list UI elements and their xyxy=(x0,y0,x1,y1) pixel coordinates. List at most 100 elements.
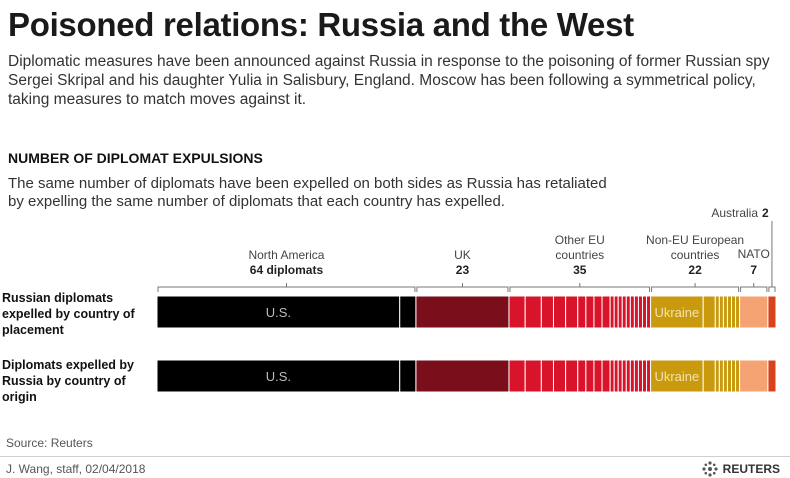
bar-segment-other_eu-0-9 xyxy=(609,295,615,329)
bar-segment-other_eu-1-7 xyxy=(593,359,603,393)
bar-segment-other_eu-1-11 xyxy=(617,359,623,393)
bar-segment-non_eu-0-3 xyxy=(718,295,724,329)
bar-segment-other_eu-0-2 xyxy=(540,295,554,329)
source-note: Source: Reuters xyxy=(6,436,93,450)
bar-segment-other_eu-0-5 xyxy=(577,295,587,329)
bar-segment-other_eu-0-17 xyxy=(641,295,648,329)
bar-segment-non_eu-1-5 xyxy=(726,359,732,393)
bar-segment-nato-0-0 xyxy=(739,295,769,329)
bar-segment-north_america-1-1 xyxy=(399,359,417,393)
footer-divider xyxy=(0,456,790,457)
bar-segment-other_eu-1-2 xyxy=(540,359,554,393)
bar-segment-other_eu-0-1 xyxy=(524,295,542,329)
bar-segment-other_eu-1-15 xyxy=(633,359,639,393)
group-bracket-non_eu xyxy=(651,286,740,292)
segment-label-non_eu-1-0: Ukraine xyxy=(654,369,699,384)
section-description: The same number of diplomats have been e… xyxy=(8,175,607,210)
group-name-uk: UK xyxy=(454,248,471,262)
bar-segment-other_eu-1-6 xyxy=(585,359,595,393)
bar-segment-other_eu-1-12 xyxy=(621,359,627,393)
bar-segment-other_eu-0-0 xyxy=(508,295,526,329)
group-name-line-non_eu-1: countries xyxy=(671,248,720,262)
bar-segment-other_eu-1-13 xyxy=(625,359,631,393)
bar-segment-other_eu-1-10 xyxy=(613,359,619,393)
group-bracket-other_eu xyxy=(509,286,651,292)
bar-segment-other_eu-1-0 xyxy=(508,359,526,393)
reuters-logo: REUTERS xyxy=(701,460,780,478)
group-value-uk: 23 xyxy=(456,263,470,277)
group-name-other_eu: Other EU countries xyxy=(555,233,605,262)
bar-segment-non_eu-1-4 xyxy=(722,359,728,393)
bar-segment-other_eu-0-10 xyxy=(613,295,619,329)
group-value-north_america: 64 diplomats xyxy=(250,263,324,277)
row-label-placement: Russian diplomats expelled by country of… xyxy=(2,291,135,337)
bar-segment-other_eu-0-11 xyxy=(617,295,623,329)
reuters-logo-text: REUTERS xyxy=(722,462,780,476)
bar-segment-non_eu-0-5 xyxy=(726,295,732,329)
bar-segment-uk-0-0 xyxy=(415,295,510,329)
bar-segment-other_eu-0-15 xyxy=(633,295,639,329)
bar-segment-non_eu-1-3 xyxy=(718,359,724,393)
bar-segment-other_eu-1-18 xyxy=(646,359,652,393)
bar-segment-non_eu-1-2 xyxy=(714,359,720,393)
bar-segment-nato-1-0 xyxy=(739,359,769,393)
group-bracket-nato xyxy=(740,286,768,292)
bar-segment-other_eu-1-9 xyxy=(609,359,615,393)
bar-segment-non_eu-1-1 xyxy=(702,359,716,393)
segment-label-north_america-0-0: U.S. xyxy=(266,305,291,320)
bar-segment-other_eu-1-5 xyxy=(577,359,587,393)
row-label-origin: Diplomats expelled by Russia by country … xyxy=(2,358,134,404)
group-name-line-other_eu-0: Other EU xyxy=(555,233,605,247)
bar-segment-other_eu-1-16 xyxy=(637,359,643,393)
bar-segment-australia-0-0 xyxy=(767,295,777,329)
section-title: NUMBER OF DIPLOMAT EXPULSIONS xyxy=(8,150,263,166)
bar-segment-other_eu-0-6 xyxy=(585,295,595,329)
group-bracket-north_america xyxy=(157,286,416,292)
bar-segment-other_eu-0-12 xyxy=(621,295,627,329)
bar-segment-other_eu-0-8 xyxy=(601,295,611,329)
group-name-nato: NATO xyxy=(738,247,770,261)
bar-segment-non_eu-1-6 xyxy=(730,359,737,393)
group-name-line-uk-0: UK xyxy=(454,248,471,262)
page-title: Poisoned relations: Russia and the West xyxy=(8,6,634,43)
bar-segment-other_eu-0-18 xyxy=(646,295,652,329)
bar-segment-non_eu-0-0 xyxy=(650,295,704,329)
bar-segment-north_america-0-0 xyxy=(156,295,401,329)
bar-segment-non_eu-0-7 xyxy=(735,295,741,329)
bar-segment-north_america-1-0 xyxy=(156,359,401,393)
bar-segment-other_eu-0-3 xyxy=(552,295,567,329)
group-value-other_eu: 35 xyxy=(573,263,587,277)
intro-text: Diplomatic measures have been announced … xyxy=(8,53,770,108)
group-name-line-other_eu-1: countries xyxy=(555,248,604,262)
bar-segment-non_eu-0-4 xyxy=(722,295,728,329)
group-bracket-australia xyxy=(768,286,776,292)
group-name-non_eu: Non-EU European countries xyxy=(646,233,744,262)
credit-line: J. Wang, staff, 02/04/2018 xyxy=(6,462,146,476)
bar-segment-other_eu-1-17 xyxy=(641,359,648,393)
segment-label-north_america-1-0: U.S. xyxy=(266,369,291,384)
group-bracket-uk xyxy=(416,286,509,292)
bar-segment-australia-1-0 xyxy=(767,359,777,393)
bar-segment-other_eu-1-14 xyxy=(629,359,635,393)
bar-segment-other_eu-0-13 xyxy=(625,295,631,329)
reuters-logo-icon xyxy=(702,461,718,477)
bar-segment-other_eu-0-4 xyxy=(565,295,579,329)
bar-segment-other_eu-0-16 xyxy=(637,295,643,329)
bar-segment-other_eu-1-3 xyxy=(552,359,567,393)
bar-segment-non_eu-1-0 xyxy=(650,359,704,393)
bar-segment-other_eu-0-14 xyxy=(629,295,635,329)
bar-segment-non_eu-0-6 xyxy=(730,295,737,329)
group-name-australia: Australia xyxy=(711,206,758,220)
bar-segment-other_eu-0-7 xyxy=(593,295,603,329)
bar-segment-uk-1-0 xyxy=(415,359,510,393)
segment-label-non_eu-0-0: Ukraine xyxy=(654,305,699,320)
bar-segment-other_eu-1-4 xyxy=(565,359,579,393)
bar-segment-north_america-0-1 xyxy=(399,295,417,329)
bar-segment-other_eu-1-8 xyxy=(601,359,611,393)
group-name-north_america: North America xyxy=(248,248,324,262)
group-value-non_eu: 22 xyxy=(688,263,702,277)
group-value-australia: 2 xyxy=(762,206,769,220)
bar-segment-non_eu-0-1 xyxy=(702,295,716,329)
group-value-nato: 7 xyxy=(750,263,757,277)
